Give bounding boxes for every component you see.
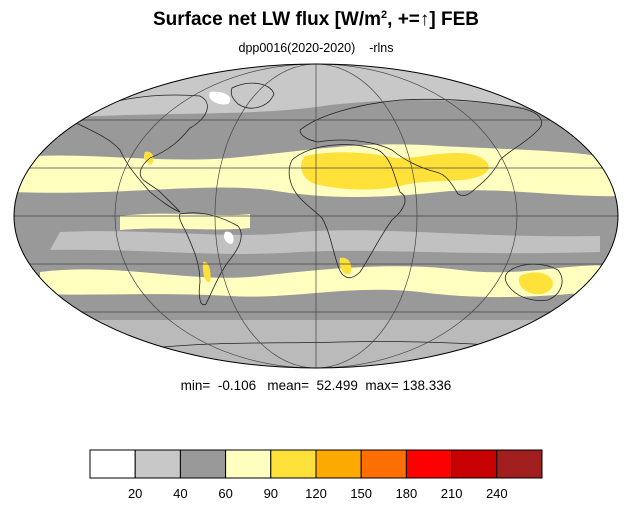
meridian-120 bbox=[114, 64, 518, 368]
run-label: dpp0016(2020-2020) bbox=[238, 41, 356, 55]
colorbar-swatch bbox=[225, 449, 272, 479]
colorbar-tick-label: 210 bbox=[440, 486, 463, 501]
colorbar-swatch bbox=[451, 449, 498, 479]
mean-value: 52.499 bbox=[316, 378, 358, 393]
coast-africa bbox=[288, 144, 406, 279]
colorbar-swatch bbox=[315, 449, 362, 479]
coast-australia bbox=[504, 263, 563, 301]
statistics-line: min= -0.106 mean= 52.499 max= 138.336 bbox=[0, 378, 632, 393]
field-yellow-south-pacific bbox=[120, 213, 250, 230]
chart-subtitle: dpp0016(2020-2020) -rlns bbox=[0, 41, 632, 55]
field-white-arctic bbox=[209, 91, 231, 105]
min-label: min= bbox=[180, 378, 211, 393]
colorbar-swatch bbox=[134, 449, 181, 479]
min-value: -0.106 bbox=[217, 378, 257, 393]
chart-title: Surface net LW flux [W/m2, +=↑] FEB bbox=[152, 9, 479, 30]
coast-north-america bbox=[69, 94, 208, 213]
meridian-60 bbox=[214, 64, 418, 368]
colorbar-swatch bbox=[89, 449, 136, 479]
colorbar-tick-label: 150 bbox=[350, 486, 373, 501]
max-value: 138.336 bbox=[402, 378, 452, 393]
colorbar-tick-label: 60 bbox=[218, 486, 233, 501]
field-gold-australia bbox=[518, 272, 553, 295]
field-gold-patagonia bbox=[202, 261, 211, 283]
colorbar-tick-label: 180 bbox=[395, 486, 418, 501]
field-gold-sahara bbox=[301, 152, 489, 190]
field-gold-kalahari bbox=[339, 257, 352, 275]
max-label: max= bbox=[365, 378, 399, 393]
coast-eurasia bbox=[299, 98, 542, 196]
colorbar-swatch bbox=[405, 449, 453, 479]
colorbar-swatch bbox=[496, 449, 543, 479]
graticule bbox=[14, 64, 618, 368]
variable-label: -rlns bbox=[369, 41, 394, 55]
field-yellow-south-band bbox=[40, 265, 615, 298]
coast-greenland bbox=[230, 82, 275, 109]
colorbar-tick-label: 40 bbox=[173, 486, 188, 501]
field-white-amazon bbox=[223, 231, 234, 244]
colorbar-swatch bbox=[270, 449, 317, 479]
colorbar-tick-label: 240 bbox=[485, 486, 508, 501]
colorbar-tick-label: 90 bbox=[263, 486, 279, 501]
colorbar-tick-label: 20 bbox=[127, 486, 143, 501]
coast-south-america bbox=[179, 212, 242, 306]
colorbar-tick-label: 120 bbox=[305, 486, 327, 501]
mean-label: mean= bbox=[267, 378, 310, 393]
colorbar-swatch bbox=[360, 449, 407, 479]
globe-outline bbox=[13, 63, 619, 369]
colorbar-swatch bbox=[179, 449, 227, 479]
